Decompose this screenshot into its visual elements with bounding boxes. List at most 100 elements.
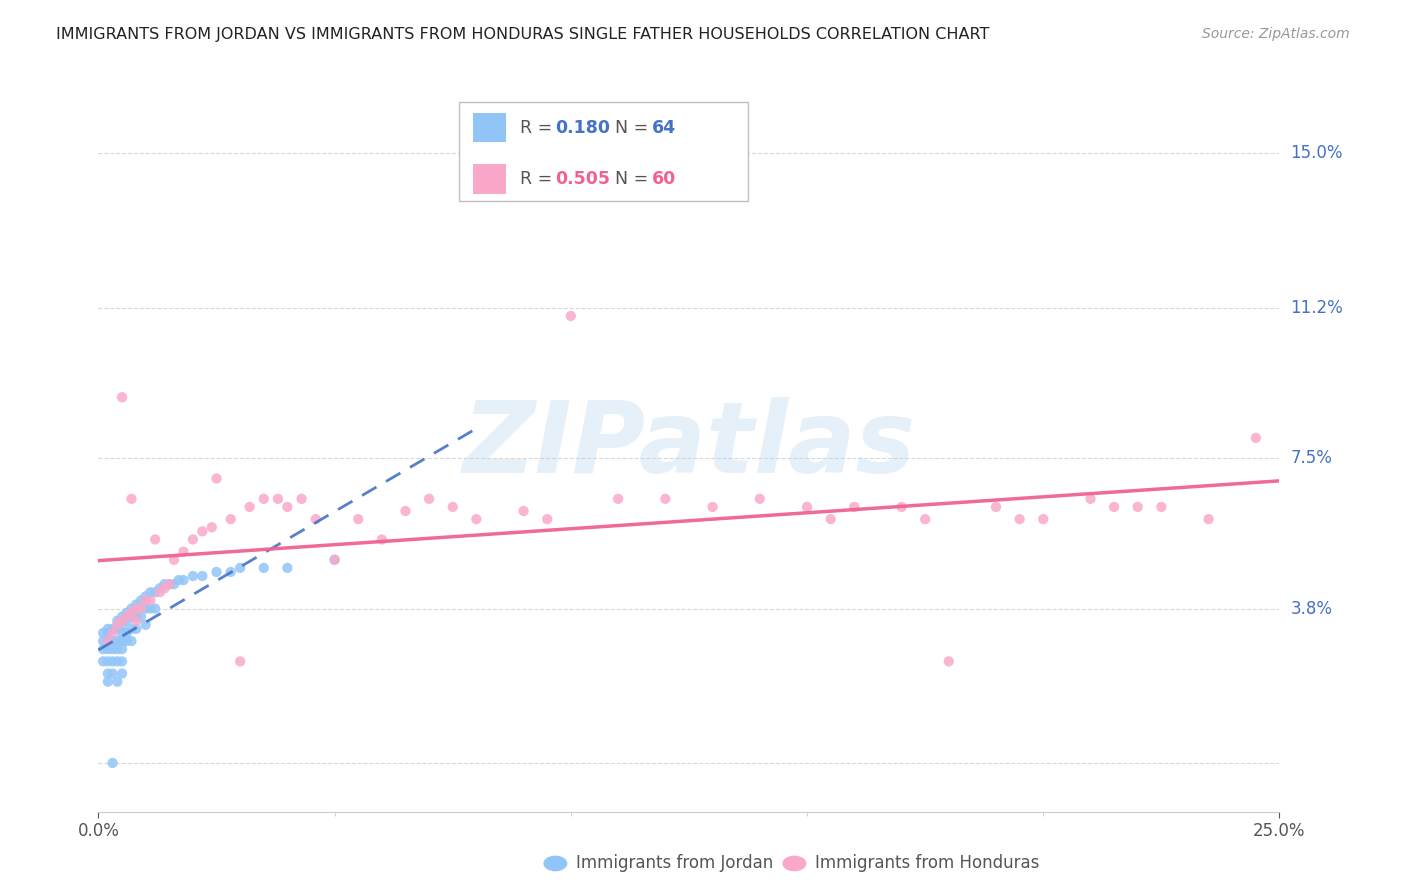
Point (115, 626, 138, 640)
Point (111, 666, 134, 681)
Point (654, 491, 676, 506)
Point (121, 609, 143, 624)
Text: IMMIGRANTS FROM JORDAN VS IMMIGRANTS FROM HONDURAS SINGLE FATHER HOUSEHOLDS CORR: IMMIGRANTS FROM JORDAN VS IMMIGRANTS FRO… (56, 27, 990, 42)
Point (125, 601, 148, 615)
Point (105, 654, 128, 668)
Text: N =: N = (614, 119, 654, 136)
Point (111, 614, 134, 628)
Point (143, 585, 166, 599)
Point (219, 512, 242, 526)
Point (748, 491, 770, 506)
Point (101, 654, 124, 668)
Point (560, 309, 582, 323)
Point (115, 634, 138, 648)
Point (276, 500, 298, 514)
Text: 64: 64 (652, 119, 676, 136)
Point (91, 626, 114, 640)
Point (101, 622, 124, 636)
Point (111, 617, 134, 632)
Point (111, 654, 134, 668)
Point (125, 598, 148, 612)
Point (105, 614, 128, 628)
Text: 0.505: 0.505 (555, 170, 610, 188)
Text: 7.5%: 7.5% (1291, 450, 1333, 467)
Point (163, 577, 186, 591)
Point (153, 577, 176, 591)
Point (181, 569, 204, 583)
Point (1008, 512, 1031, 526)
Point (167, 573, 190, 587)
Point (97, 622, 120, 636)
Point (229, 561, 252, 575)
Point (418, 491, 440, 506)
Text: ZIPatlas: ZIPatlas (463, 398, 915, 494)
Point (607, 491, 630, 506)
Point (105, 617, 128, 632)
Point (135, 601, 157, 615)
Point (129, 609, 152, 624)
Point (239, 500, 262, 514)
Point (890, 500, 912, 514)
Point (111, 609, 134, 624)
Point (191, 569, 214, 583)
Point (172, 544, 194, 558)
Point (205, 471, 228, 485)
Point (149, 581, 172, 595)
Point (290, 491, 312, 506)
Text: 15.0%: 15.0% (1291, 145, 1343, 162)
Point (91, 654, 114, 668)
Point (129, 601, 152, 615)
Point (91, 634, 114, 648)
Point (201, 520, 224, 534)
Point (1126, 500, 1149, 514)
Point (1198, 512, 1220, 526)
Text: R =: R = (520, 119, 558, 136)
Point (844, 500, 866, 514)
Point (157, 577, 180, 591)
Point (97, 642, 120, 657)
Point (121, 491, 143, 506)
Point (121, 601, 143, 615)
Point (512, 504, 534, 518)
Point (938, 654, 960, 668)
Point (153, 581, 176, 595)
Point (121, 606, 143, 620)
Point (101, 626, 124, 640)
Text: R =: R = (520, 170, 558, 188)
Point (105, 674, 128, 689)
Text: 3.8%: 3.8% (1291, 599, 1333, 617)
Point (219, 565, 242, 579)
Point (97, 674, 120, 689)
Text: Immigrants from Honduras: Immigrants from Honduras (815, 855, 1040, 872)
Point (536, 512, 558, 526)
Text: N =: N = (614, 170, 654, 188)
Point (1150, 500, 1173, 514)
Point (101, 756, 124, 770)
Point (323, 553, 346, 567)
Point (105, 634, 128, 648)
Point (441, 500, 464, 514)
Point (702, 500, 724, 514)
Point (97, 654, 120, 668)
Point (181, 533, 204, 547)
Point (115, 609, 138, 624)
Point (111, 626, 134, 640)
Point (323, 553, 346, 567)
Point (101, 642, 124, 657)
Point (91, 642, 114, 657)
Point (1080, 491, 1102, 506)
Point (205, 565, 228, 579)
Point (101, 634, 124, 648)
Point (111, 634, 134, 648)
Point (97, 666, 120, 681)
Point (796, 500, 818, 514)
Point (111, 390, 134, 404)
Point (172, 573, 194, 587)
Point (253, 561, 276, 575)
Point (125, 622, 148, 636)
Point (139, 593, 162, 607)
Point (394, 504, 416, 518)
Point (914, 512, 936, 526)
Point (191, 524, 214, 539)
Text: 60: 60 (652, 170, 676, 188)
